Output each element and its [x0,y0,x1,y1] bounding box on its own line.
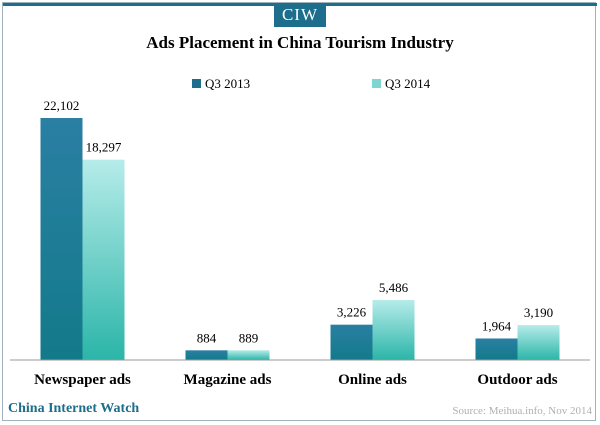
data-label: 884 [197,330,217,345]
bar-newspaper-ads-series-2 [82,159,125,360]
x-tick-label: Outdoor ads [477,372,557,388]
legend-item-q3-2013: Q3 2013 [192,76,250,92]
data-label: 1,964 [482,318,512,333]
chart-title: Ads Placement in China Tourism Industry [146,33,454,52]
bar-outdoor-ads-series-2 [517,325,560,360]
data-label: 889 [239,330,259,345]
legend-swatch-q3-2014 [372,79,381,88]
source-note: Source: Meihua.info, Nov 2014 [452,405,592,417]
data-label: 5,486 [379,280,409,295]
data-label: 3,226 [337,305,367,320]
bar-outdoor-ads-series-1 [475,338,518,360]
legend-swatch-q3-2013 [192,79,201,88]
footer-brand: China Internet Watch [8,401,140,416]
legend-label-q3-2014: Q3 2014 [385,76,431,91]
x-tick-label: Online ads [338,372,407,388]
bar-magazine-ads-series-1 [185,350,228,360]
ciw-logo: CIW [274,3,326,27]
bar-online-ads-series-2 [372,299,415,360]
data-label: 22,102 [44,98,80,113]
bar-magazine-ads-series-2 [227,350,270,360]
x-tick-label: Newspaper ads [34,372,131,388]
bar-online-ads-series-1 [330,324,373,360]
data-label: 3,190 [524,305,553,320]
data-label: 18,297 [86,140,122,155]
legend-item-q3-2014: Q3 2014 [372,76,430,92]
legend-label-q3-2013: Q3 2013 [205,76,251,91]
bar-newspaper-ads-series-1 [40,118,83,360]
x-tick-label: Magazine ads [184,372,272,388]
